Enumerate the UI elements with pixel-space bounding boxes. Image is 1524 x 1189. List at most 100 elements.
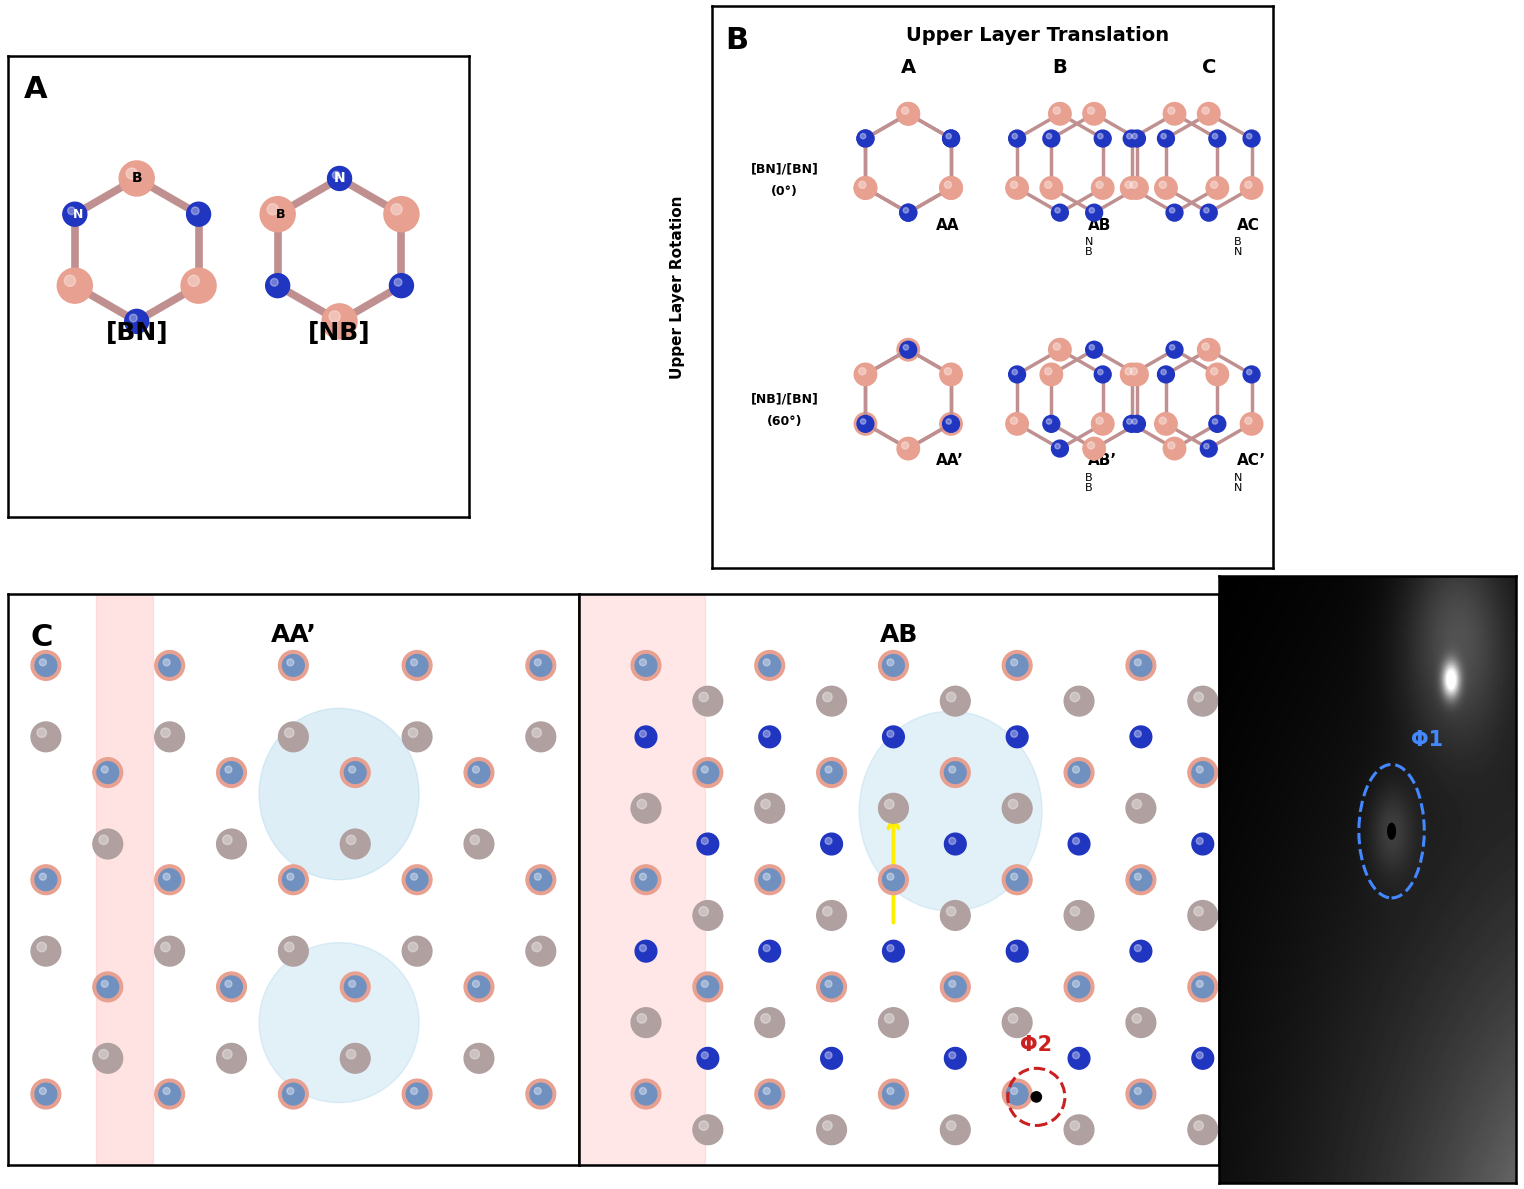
Circle shape [636, 940, 657, 962]
Circle shape [285, 942, 294, 951]
Circle shape [899, 205, 916, 221]
Circle shape [1064, 900, 1094, 930]
Circle shape [93, 973, 122, 1002]
Circle shape [1132, 1014, 1141, 1024]
Circle shape [1388, 823, 1396, 839]
Circle shape [1039, 363, 1062, 385]
Circle shape [1084, 438, 1105, 460]
Circle shape [98, 833, 119, 855]
Circle shape [1196, 837, 1204, 844]
Circle shape [1134, 873, 1141, 880]
Circle shape [285, 870, 294, 880]
Circle shape [265, 273, 290, 297]
Circle shape [158, 869, 180, 891]
Circle shape [946, 370, 951, 375]
Circle shape [535, 873, 541, 880]
Circle shape [340, 1044, 370, 1074]
Circle shape [1161, 133, 1166, 139]
Circle shape [1073, 1052, 1079, 1058]
Circle shape [1192, 762, 1213, 784]
Circle shape [878, 650, 908, 680]
Circle shape [754, 864, 785, 894]
Text: C: C [1201, 58, 1216, 77]
Circle shape [469, 1050, 480, 1059]
Circle shape [163, 659, 171, 666]
Circle shape [1241, 413, 1263, 435]
Circle shape [1010, 181, 1018, 188]
Circle shape [1161, 370, 1166, 375]
Circle shape [1096, 181, 1103, 188]
Circle shape [40, 730, 46, 737]
Circle shape [526, 650, 556, 680]
Circle shape [1131, 1083, 1152, 1105]
Circle shape [158, 1083, 180, 1105]
Circle shape [1068, 762, 1090, 784]
Circle shape [1068, 833, 1090, 855]
Circle shape [163, 730, 171, 737]
Circle shape [1204, 443, 1209, 449]
Circle shape [1126, 864, 1155, 894]
Circle shape [1132, 1086, 1141, 1095]
Text: Upper Layer Translation: Upper Layer Translation [905, 26, 1169, 45]
Circle shape [1196, 981, 1204, 987]
Circle shape [155, 722, 184, 751]
Circle shape [1244, 130, 1260, 147]
Circle shape [701, 766, 709, 773]
Circle shape [329, 310, 340, 322]
Circle shape [855, 413, 876, 435]
Circle shape [1126, 650, 1155, 680]
Circle shape [1006, 1083, 1029, 1105]
Circle shape [1039, 177, 1062, 200]
Circle shape [882, 655, 904, 677]
Circle shape [64, 275, 76, 287]
Circle shape [899, 341, 916, 358]
Bar [579, 594, 704, 1165]
Circle shape [223, 979, 232, 988]
Circle shape [696, 1048, 719, 1069]
Circle shape [945, 367, 951, 375]
Circle shape [390, 273, 413, 297]
Circle shape [1003, 1008, 1032, 1038]
Circle shape [898, 102, 919, 125]
Circle shape [216, 757, 247, 787]
Circle shape [940, 686, 971, 716]
Circle shape [465, 829, 494, 858]
Circle shape [163, 944, 171, 951]
Circle shape [1010, 417, 1018, 424]
Circle shape [898, 339, 919, 361]
Circle shape [1126, 133, 1132, 139]
Circle shape [408, 870, 418, 880]
Circle shape [340, 757, 370, 787]
Circle shape [1094, 366, 1111, 383]
Circle shape [530, 726, 552, 748]
Circle shape [1009, 366, 1026, 383]
Circle shape [640, 944, 646, 951]
Circle shape [407, 1083, 428, 1105]
Circle shape [1131, 181, 1137, 188]
Circle shape [101, 981, 108, 987]
Circle shape [760, 870, 770, 880]
Circle shape [267, 203, 279, 215]
Text: AA’: AA’ [270, 623, 317, 647]
Text: AB: AB [1088, 218, 1111, 233]
Circle shape [1201, 440, 1218, 457]
Circle shape [392, 203, 402, 215]
Circle shape [395, 278, 402, 287]
Circle shape [884, 870, 895, 880]
Circle shape [1091, 177, 1114, 200]
Circle shape [155, 1080, 184, 1109]
Circle shape [1201, 205, 1218, 221]
Circle shape [160, 728, 171, 737]
Circle shape [37, 1086, 47, 1095]
Circle shape [160, 1086, 171, 1095]
Circle shape [640, 730, 646, 737]
Circle shape [855, 177, 876, 200]
Circle shape [855, 177, 876, 200]
Circle shape [99, 835, 108, 844]
Circle shape [946, 419, 951, 424]
Circle shape [817, 686, 846, 716]
Circle shape [637, 1086, 646, 1095]
Circle shape [35, 1083, 56, 1105]
Circle shape [1006, 655, 1029, 677]
Circle shape [902, 442, 908, 449]
